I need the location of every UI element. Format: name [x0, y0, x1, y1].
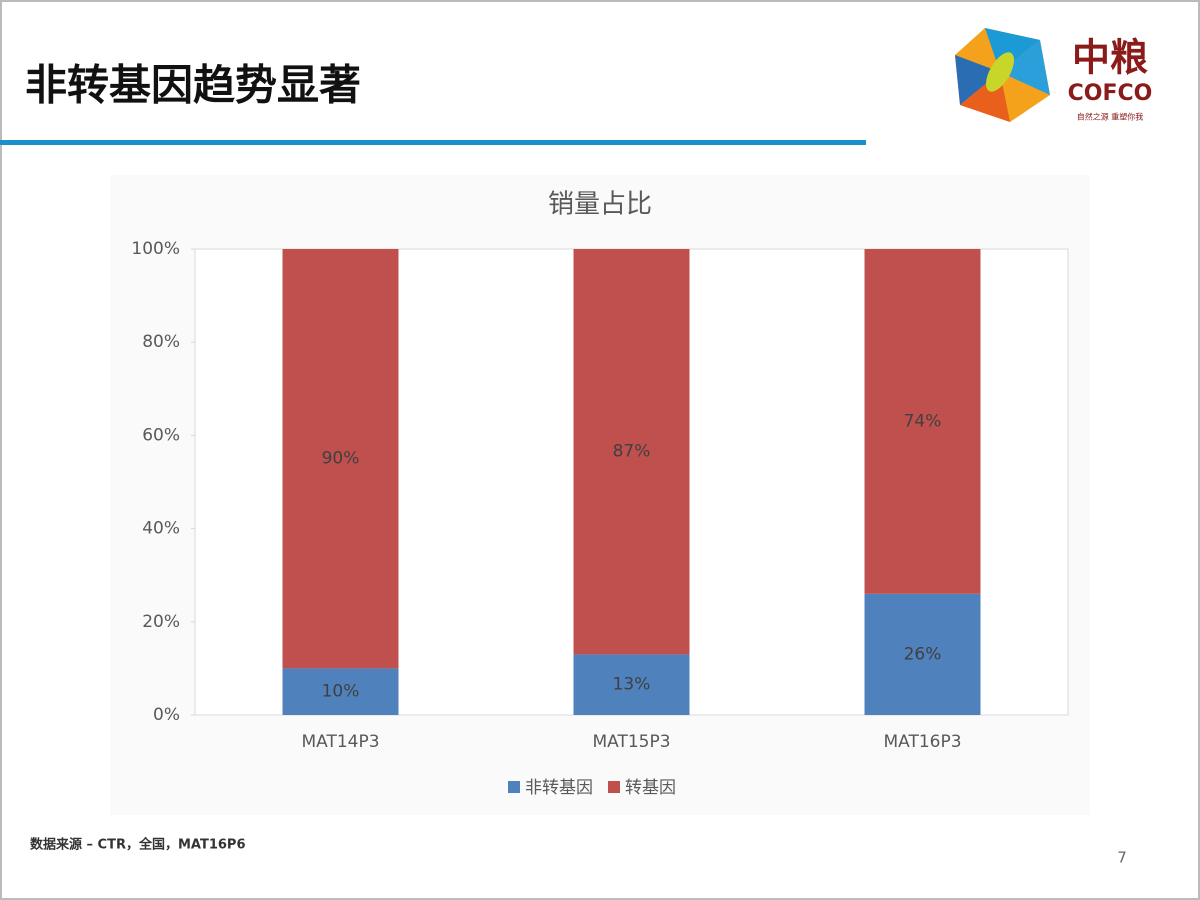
data-label: 13%: [613, 675, 651, 695]
data-label: 90%: [322, 449, 360, 469]
bar-segment: [573, 654, 690, 715]
logo-piece: [955, 55, 1000, 105]
y-tick-label: 60%: [142, 425, 180, 445]
legend-label: 转基因: [625, 778, 676, 798]
bar-segment: [864, 593, 981, 715]
source-note: 数据来源 – CTR，全国，MAT16P6: [30, 837, 246, 853]
bar-segment: [282, 668, 399, 715]
y-tick-label: 80%: [142, 332, 180, 352]
bar-segment: [573, 249, 690, 655]
logo-tagline: 自然之源 重塑你我: [1077, 112, 1144, 122]
data-label: 74%: [904, 411, 942, 431]
legend-swatch: [608, 781, 620, 793]
y-tick-label: 100%: [131, 239, 180, 259]
logo-piece: [1000, 40, 1050, 95]
data-label: 26%: [904, 644, 942, 664]
y-tick-label: 40%: [142, 519, 180, 539]
y-tick-label: 0%: [153, 705, 180, 725]
x-tick-label: MAT15P3: [592, 732, 670, 752]
logo-leaf: [986, 52, 1014, 92]
logo-name-en: COFCO: [1068, 81, 1153, 106]
title-rule: [0, 140, 866, 145]
logo-name-cn: 中粮: [1072, 36, 1148, 80]
logo: 中粮 COFCO 自然之源 重塑你我: [955, 28, 1152, 122]
y-tick-label: 20%: [142, 612, 180, 632]
data-label: 87%: [613, 442, 651, 462]
legend-swatch: [508, 781, 520, 793]
legend-label: 非转基因: [525, 778, 593, 798]
chart-title: 销量占比: [548, 190, 652, 220]
x-tick-label: MAT16P3: [883, 732, 961, 752]
page-number: 7: [1117, 849, 1127, 867]
x-tick-label: MAT14P3: [301, 732, 379, 752]
slide-title: 非转基因趋势显著: [25, 61, 361, 110]
bar-segment: [282, 249, 399, 669]
data-label: 10%: [322, 682, 360, 702]
bar-segment: [864, 249, 981, 594]
